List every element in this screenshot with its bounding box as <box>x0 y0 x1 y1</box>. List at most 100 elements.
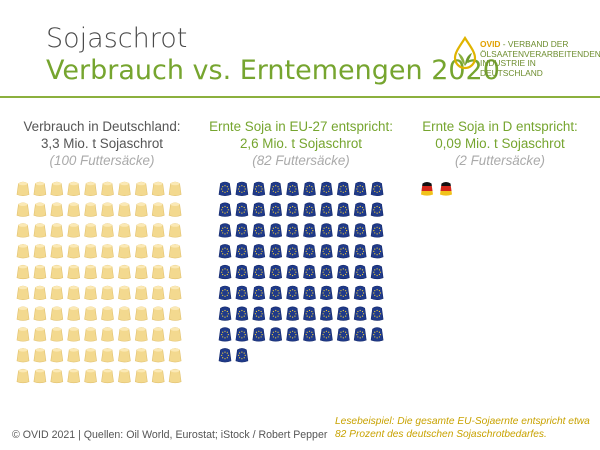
german-flag-sack-icon <box>440 182 452 196</box>
eu-flag-sack-icon <box>286 223 299 238</box>
feed-sack-icon <box>168 244 182 259</box>
feed-sack-icon <box>118 202 131 217</box>
eu-flag-sack-icon <box>286 327 299 342</box>
eu-flag-sack-icon <box>353 181 367 196</box>
feed-sack-icon <box>134 202 148 217</box>
feed-sack-icon <box>67 223 81 238</box>
eu-flag-sack-icon <box>252 223 266 238</box>
feed-sack-icon <box>50 327 64 342</box>
feed-sack-icon <box>168 368 182 384</box>
eu-flag-sack-icon <box>336 306 350 321</box>
feed-sack-icon <box>168 327 182 342</box>
eu-flag-sack-icon <box>235 244 249 259</box>
eu-flag-sack-icon <box>235 285 249 300</box>
feed-sack-icon <box>67 306 81 321</box>
feed-sack-icon <box>101 306 114 321</box>
feed-sack-icon <box>118 306 131 321</box>
eu-flag-sack-icon <box>370 202 384 217</box>
eu-flag-sack-icon <box>218 306 232 321</box>
eu-flag-sack-icon <box>286 244 299 259</box>
feed-sack-icon <box>84 181 97 196</box>
eu-flag-sack-icon <box>269 244 283 259</box>
feed-sack-icon <box>134 181 148 196</box>
eu-flag-sack-icon <box>286 264 299 280</box>
logo-text: OVID - VERBAND DER ÖLSAATENVERARBEITENDE… <box>480 39 600 78</box>
feed-sack-icon <box>168 264 182 280</box>
eu-flag-sack-icon <box>269 202 283 217</box>
feed-sack-icon <box>151 327 165 342</box>
feed-sack-icon <box>134 244 148 259</box>
eu-flag-sack-icon <box>336 285 350 300</box>
eu-flag-sack-icon <box>269 327 283 342</box>
eu-flag-sack-icon <box>269 223 283 238</box>
feed-sack-icon <box>50 285 64 300</box>
eu-flag-sack-icon <box>235 327 249 342</box>
feed-sack-icon <box>67 285 81 300</box>
feed-sack-icon <box>168 223 182 238</box>
eu-flag-sack-icon <box>218 202 232 217</box>
eu-flag-sack-icon <box>235 264 249 280</box>
feed-sack-icon <box>151 348 165 363</box>
eu-flag-sack-icon <box>370 223 384 238</box>
eu-flag-sack-icon <box>353 327 367 342</box>
eu-flag-sack-icon <box>269 181 283 196</box>
eu-flag-sack-icon <box>353 306 367 321</box>
eu-flag-sack-icon <box>320 181 333 196</box>
feed-sack-icon <box>16 244 30 259</box>
eu-flag-sack-icon <box>269 285 283 300</box>
feed-sack-icon <box>33 264 47 280</box>
feed-sack-icon <box>101 181 114 196</box>
eu-flag-sack-icon <box>320 285 333 300</box>
eu-flag-sack-icon <box>370 327 384 342</box>
eu-flag-sack-icon <box>218 327 232 342</box>
eu-flag-sack-icon <box>336 264 350 280</box>
feed-sack-icon <box>101 327 114 342</box>
feed-sack-icon <box>101 285 114 300</box>
eu-flag-sack-icon <box>303 285 316 300</box>
series-amount-de-harvest: 0,09 Mio. t Sojaschrot <box>435 136 565 151</box>
feed-sack-icon <box>84 223 97 238</box>
feed-sack-icon <box>151 244 165 259</box>
feed-sack-icon <box>134 223 148 238</box>
series-header-consumption: Verbrauch in Deutschland: 3,3 Mio. t Soj… <box>12 118 192 169</box>
feed-sack-icon <box>50 202 64 217</box>
eu-flag-sack-icon <box>218 285 232 300</box>
eu-flag-sack-icon <box>218 264 232 280</box>
eu-flag-sack-icon <box>252 285 266 300</box>
reading-example: Lesebeispiel: Die gesamte EU-Sojaernte e… <box>335 416 590 440</box>
feed-sack-icon <box>16 306 30 321</box>
page-title: Sojaschrot <box>46 23 188 54</box>
eu-flag-sack-icon <box>320 327 333 342</box>
series-header-de-harvest: Ernte Soja in D entspricht: 0,09 Mio. t … <box>405 118 595 169</box>
feed-sack-icon <box>33 348 47 363</box>
eu-flag-sack-icon <box>353 244 367 259</box>
eu-flag-sack-icon <box>235 202 249 217</box>
feed-sack-icon <box>33 202 47 217</box>
feed-sack-icon <box>67 181 81 196</box>
feed-sack-icon <box>118 368 131 384</box>
feed-sack-icon <box>16 285 30 300</box>
eu-flag-sack-icon <box>320 264 333 280</box>
eu-flag-sack-icon <box>235 223 249 238</box>
feed-sack-icon <box>118 181 131 196</box>
feed-sack-icon <box>84 264 97 280</box>
eu-flag-sack-icon <box>336 327 350 342</box>
feed-sack-icon <box>134 368 148 384</box>
feed-sack-icon <box>50 181 64 196</box>
eu-flag-sack-icon <box>320 223 333 238</box>
feed-sack-icon <box>67 244 81 259</box>
eu-flag-sack-icon <box>235 306 249 321</box>
eu-flag-sack-icon <box>370 285 384 300</box>
eu-flag-sack-icon <box>218 244 232 259</box>
series-sacks-de-harvest: (2 Futtersäcke) <box>454 153 546 168</box>
feed-sack-icon <box>118 264 131 280</box>
feed-sack-icon <box>151 306 165 321</box>
feed-sack-icon <box>16 223 30 238</box>
feed-sack-icon <box>101 264 114 280</box>
eu-flag-sack-icon <box>303 264 316 280</box>
feed-sack-icon <box>151 285 165 300</box>
feed-sack-icon <box>16 348 30 363</box>
eu-flag-sack-icon <box>286 202 299 217</box>
series-name-consumption: Verbrauch in Deutschland: <box>23 119 181 134</box>
